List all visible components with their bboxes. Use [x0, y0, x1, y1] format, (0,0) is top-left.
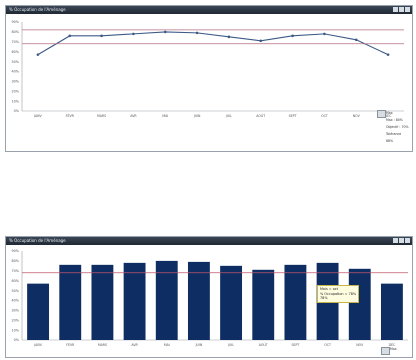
- x-tick-label: DÉC: [389, 342, 396, 347]
- data-point: [259, 39, 263, 43]
- series-line: [37, 31, 389, 56]
- y-tick-label: 60%: [11, 279, 19, 283]
- x-tick-label: AOÛT: [256, 113, 265, 118]
- maximize-icon[interactable]: [399, 238, 404, 243]
- zoom-icon[interactable]: [377, 110, 386, 118]
- x-tick-label: JUIL: [225, 114, 232, 118]
- x-tick-label: MAI: [164, 343, 170, 347]
- x-tick-label: MARS: [97, 114, 106, 118]
- data-point: [386, 53, 390, 56]
- bar: [91, 264, 114, 340]
- line-chart-panel: % Occupation de l'Aménage 0% 10% 20% 30% 40%…: [5, 5, 413, 152]
- x-tick-label: FÉVR: [66, 113, 75, 118]
- y-tick-label: 60%: [11, 50, 19, 54]
- x-tick-label: OCT: [321, 114, 328, 118]
- x-tick-label: MAI: [162, 114, 168, 118]
- x-tick-label: AVR: [130, 114, 137, 118]
- x-tick-label: MARS: [98, 343, 107, 347]
- y-tick-label: 0%: [14, 338, 20, 342]
- bar: [155, 260, 178, 340]
- bar: [123, 262, 146, 340]
- y-tick-label: 50%: [11, 289, 19, 293]
- x-tick-label: JUIN: [193, 114, 201, 118]
- tooltip-line: 78%: [320, 296, 328, 301]
- y-tick-label: 0%: [14, 109, 20, 113]
- x-tick-label: AVR: [131, 343, 138, 347]
- data-point: [163, 30, 167, 34]
- x-tick-label: NOV: [353, 114, 361, 118]
- data-point: [68, 34, 72, 38]
- data-point: [195, 31, 199, 35]
- y-tick-label: 70%: [11, 269, 19, 273]
- y-tick-label: 10%: [11, 99, 19, 103]
- bar: [284, 264, 307, 340]
- y-tick-label: 20%: [11, 318, 19, 322]
- x-tick-label: FÉVR: [66, 342, 75, 347]
- close-icon[interactable]: [405, 238, 410, 243]
- y-tick-label: 70%: [11, 40, 19, 44]
- legend-header: Max: [386, 111, 393, 115]
- legend-item: Tolérance: [386, 132, 402, 136]
- x-tick-label: SEPT: [289, 114, 297, 118]
- bar: [252, 269, 275, 340]
- legend-item: 68%: [386, 139, 394, 143]
- x-tick-label: AOÛT: [259, 342, 268, 347]
- bar: [27, 283, 50, 340]
- bar-chart-title: % Occupation de l'Aménage: [9, 238, 66, 243]
- data-point: [132, 32, 135, 36]
- bar-chart-titlebar: % Occupation de l'Aménage: [6, 237, 412, 245]
- x-tick-label: SEPT: [291, 343, 299, 347]
- y-tick-label: 30%: [11, 309, 19, 313]
- data-point: [100, 34, 103, 38]
- data-point: [323, 32, 326, 36]
- data-point: [354, 38, 358, 42]
- bar-legend-header: Max: [390, 347, 397, 351]
- y-tick-label: 50%: [11, 60, 19, 64]
- y-tick-label: 30%: [11, 80, 19, 84]
- data-point: [36, 53, 40, 56]
- y-tick-label: 40%: [11, 70, 19, 74]
- bar-chart-panel: % Occupation de l'Aménage 0% 10% 20% 30% 40%…: [5, 236, 413, 358]
- x-tick-label: JANV: [33, 343, 42, 347]
- y-tick-label: 90%: [11, 20, 19, 24]
- line-chart: 0% 10% 20% 30% 40% 50% 60% 70% 80% 90% JANV FÉVR MAR…: [11, 20, 404, 118]
- tooltip-line: Mois = oct: [320, 287, 338, 291]
- y-tick-label: 80%: [11, 30, 19, 34]
- line-legend: Max Max : 80% Objectif : 70% Tolérance 6…: [386, 110, 409, 145]
- y-tick-label: 20%: [11, 89, 19, 93]
- maximize-icon[interactable]: [399, 7, 404, 12]
- minimize-icon[interactable]: [393, 238, 398, 243]
- x-tick-label: DÉC: [385, 113, 392, 118]
- legend-item: Max : 80%: [386, 118, 403, 122]
- bar: [220, 265, 243, 340]
- bar: [187, 261, 210, 340]
- bar: [59, 264, 82, 340]
- y-tick-label: 90%: [11, 249, 19, 253]
- close-icon[interactable]: [405, 7, 410, 12]
- data-point: [291, 34, 294, 38]
- bar-tooltip: Mois = oct % Occupation = 78% 78%: [317, 285, 360, 303]
- legend-item: Objectif : 70%: [386, 125, 409, 129]
- tooltip-line: % Occupation = 78%: [320, 291, 357, 296]
- x-tick-label: OCT: [324, 343, 331, 347]
- zoom-icon[interactable]: [381, 347, 390, 355]
- data-point: [227, 35, 231, 39]
- y-tick-label: 80%: [11, 259, 19, 263]
- y-tick-label: 10%: [11, 328, 19, 332]
- bar: [380, 283, 403, 340]
- y-tick-label: 40%: [11, 299, 19, 303]
- x-tick-label: JANV: [33, 114, 42, 118]
- x-tick-label: JUIL: [227, 343, 234, 347]
- x-tick-label: JUIN: [195, 343, 203, 347]
- x-tick-label: NOV: [356, 343, 364, 347]
- minimize-icon[interactable]: [393, 7, 398, 12]
- line-chart-titlebar: % Occupation de l'Aménage: [6, 6, 412, 14]
- line-chart-title: % Occupation de l'Aménage: [9, 7, 66, 12]
- bar: [348, 268, 371, 340]
